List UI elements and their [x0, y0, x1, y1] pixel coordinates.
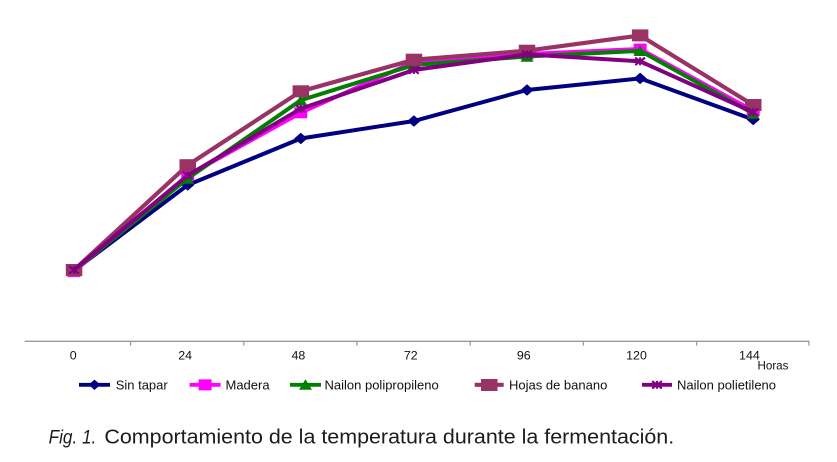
svg-text:Hojas de banano: Hojas de banano — [509, 377, 607, 392]
svg-text:Horas: Horas — [758, 360, 789, 373]
svg-text:Madera: Madera — [226, 377, 271, 392]
svg-text:72: 72 — [404, 349, 418, 363]
svg-text:Sin tapar: Sin tapar — [116, 377, 169, 392]
svg-text:24: 24 — [178, 349, 192, 363]
svg-text:Nailon polietileno: Nailon polietileno — [677, 377, 776, 392]
svg-text:96: 96 — [517, 349, 531, 363]
svg-text:120: 120 — [626, 349, 647, 363]
svg-text:0: 0 — [70, 349, 77, 363]
svg-text:144: 144 — [739, 349, 760, 363]
svg-text:48: 48 — [292, 349, 306, 363]
svg-text:Nailon polipropileno: Nailon polipropileno — [325, 377, 439, 392]
svg-text:Fig. 1.: Fig. 1. — [49, 426, 97, 448]
svg-text:Comportamiento de la temperatu: Comportamiento de la temperatura durante… — [104, 426, 674, 448]
